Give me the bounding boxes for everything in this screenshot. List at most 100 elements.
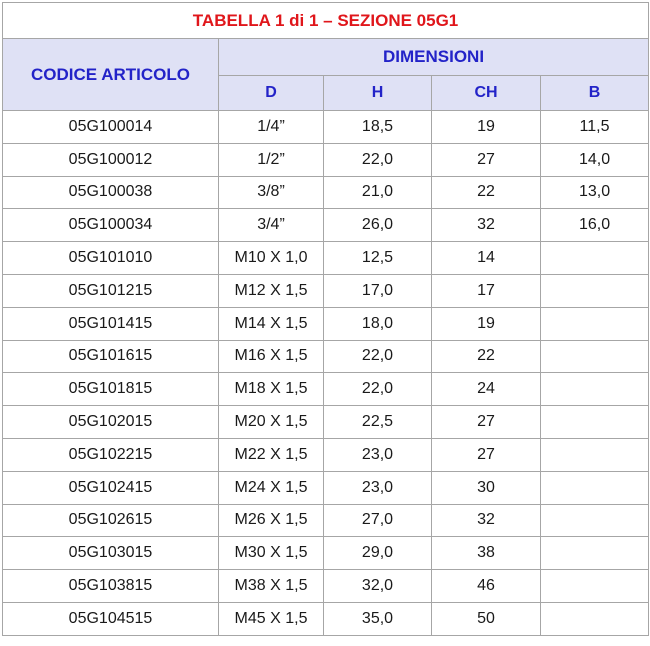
cell-ch: 24	[431, 372, 541, 407]
header-b: B	[539, 75, 650, 111]
table-row: 05G101615 M16 X 1,5 22,0 22	[2, 339, 650, 374]
cell-ch: 30	[431, 470, 541, 505]
cell-ch: 32	[431, 208, 541, 243]
cell-d: M12 X 1,5	[218, 273, 324, 308]
table-row: 05G100034 3/4” 26,0 32 16,0	[2, 208, 650, 243]
header-d: D	[218, 75, 324, 111]
cell-code: 05G102015	[2, 405, 219, 439]
cell-code: 05G101215	[2, 273, 219, 308]
cell-d: 3/4”	[218, 208, 324, 243]
cell-h: 21,0	[323, 175, 432, 210]
cell-code: 05G103015	[2, 536, 219, 571]
header-code: CODICE ARTICOLO	[2, 38, 219, 111]
cell-b	[539, 339, 650, 374]
cell-ch: 27	[431, 405, 541, 439]
cell-d: M38 X 1,5	[218, 569, 324, 603]
cell-code: 05G104515	[2, 601, 219, 636]
cell-d: 1/4”	[218, 110, 324, 144]
cell-h: 17,0	[323, 273, 432, 308]
cell-code: 05G101010	[2, 241, 219, 275]
table-row: 05G100012 1/2” 22,0 27 14,0	[2, 142, 650, 177]
cell-b	[539, 470, 650, 505]
cell-b	[539, 569, 650, 603]
cell-ch: 50	[431, 601, 541, 636]
cell-ch: 22	[431, 339, 541, 374]
cell-d: M22 X 1,5	[218, 437, 324, 472]
cell-b	[539, 273, 650, 308]
cell-ch: 38	[431, 536, 541, 571]
cell-b	[539, 241, 650, 275]
table-row: 05G101215 M12 X 1,5 17,0 17	[2, 273, 650, 308]
cell-code: 05G102215	[2, 437, 219, 472]
cell-b: 13,0	[539, 175, 650, 210]
cell-h: 29,0	[323, 536, 432, 571]
cell-h: 18,5	[323, 110, 432, 144]
cell-d: M10 X 1,0	[218, 241, 324, 275]
table-row: 05G104515 M45 X 1,5 35,0 50	[2, 601, 650, 636]
cell-h: 23,0	[323, 437, 432, 472]
cell-d: 1/2”	[218, 142, 324, 177]
table-row: 05G101010 M10 X 1,0 12,5 14	[2, 241, 650, 275]
cell-b	[539, 405, 650, 439]
table-row: 05G103815 M38 X 1,5 32,0 46	[2, 569, 650, 603]
cell-code: 05G101615	[2, 339, 219, 374]
cell-d: M20 X 1,5	[218, 405, 324, 439]
cell-code: 05G101415	[2, 306, 219, 341]
cell-code: 05G100012	[2, 142, 219, 177]
cell-ch: 27	[431, 142, 541, 177]
cell-ch: 19	[431, 306, 541, 341]
table-row: 05G103015 M30 X 1,5 29,0 38	[2, 536, 650, 571]
cell-ch: 32	[431, 503, 541, 538]
cell-h: 22,0	[323, 339, 432, 374]
cell-h: 22,0	[323, 142, 432, 177]
cell-d: M16 X 1,5	[218, 339, 324, 374]
cell-code: 05G101815	[2, 372, 219, 407]
cell-d: M18 X 1,5	[218, 372, 324, 407]
cell-b	[539, 372, 650, 407]
cell-h: 23,0	[323, 470, 432, 505]
header-dimensions: DIMENSIONI	[217, 38, 650, 76]
table-row: 05G102415 M24 X 1,5 23,0 30	[2, 470, 650, 505]
cell-b	[539, 601, 650, 636]
cell-h: 27,0	[323, 503, 432, 538]
cell-ch: 17	[431, 273, 541, 308]
cell-ch: 14	[431, 241, 541, 275]
cell-h: 22,5	[323, 405, 432, 439]
cell-code: 05G100038	[2, 175, 219, 210]
cell-code: 05G102415	[2, 470, 219, 505]
cell-b: 16,0	[539, 208, 650, 243]
cell-h: 26,0	[323, 208, 432, 243]
cell-d: M45 X 1,5	[218, 601, 324, 636]
spec-table: TABELLA 1 di 1 – SEZIONE 05G1 CODICE ART…	[1, 2, 650, 636]
cell-d: M30 X 1,5	[218, 536, 324, 571]
table-row: 05G100014 1/4” 18,5 19 11,5	[2, 110, 650, 144]
header-h: H	[323, 75, 432, 111]
cell-d: M24 X 1,5	[218, 470, 324, 505]
cell-h: 18,0	[323, 306, 432, 341]
cell-b	[539, 437, 650, 472]
cell-code: 05G102615	[2, 503, 219, 538]
cell-h: 22,0	[323, 372, 432, 407]
cell-b	[539, 306, 650, 341]
table-row: 05G101815 M18 X 1,5 22,0 24	[2, 372, 650, 407]
cell-b	[539, 536, 650, 571]
cell-d: M26 X 1,5	[218, 503, 324, 538]
cell-b	[539, 503, 650, 538]
cell-code: 05G100014	[2, 110, 219, 144]
table-body: 05G100014 1/4” 18,5 19 11,5 05G100012 1/2” 22,0…	[2, 110, 650, 636]
cell-h: 35,0	[323, 601, 432, 636]
cell-b: 11,5	[539, 110, 650, 144]
cell-d: M14 X 1,5	[218, 306, 324, 341]
cell-code: 05G103815	[2, 569, 219, 603]
cell-ch: 19	[431, 110, 541, 144]
header-ch: CH	[431, 75, 541, 111]
table-row: 05G102015 M20 X 1,5 22,5 27	[2, 405, 650, 439]
table-row: 05G102215 M22 X 1,5 23,0 27	[2, 437, 650, 472]
table-title: TABELLA 1 di 1 – SEZIONE 05G1	[1, 2, 650, 39]
table-row: 05G102615 M26 X 1,5 27,0 32	[2, 503, 650, 538]
cell-ch: 27	[431, 437, 541, 472]
cell-h: 12,5	[323, 241, 432, 275]
cell-ch: 46	[431, 569, 541, 603]
cell-code: 05G100034	[2, 208, 219, 243]
table-row: 05G100038 3/8” 21,0 22 13,0	[2, 175, 650, 210]
